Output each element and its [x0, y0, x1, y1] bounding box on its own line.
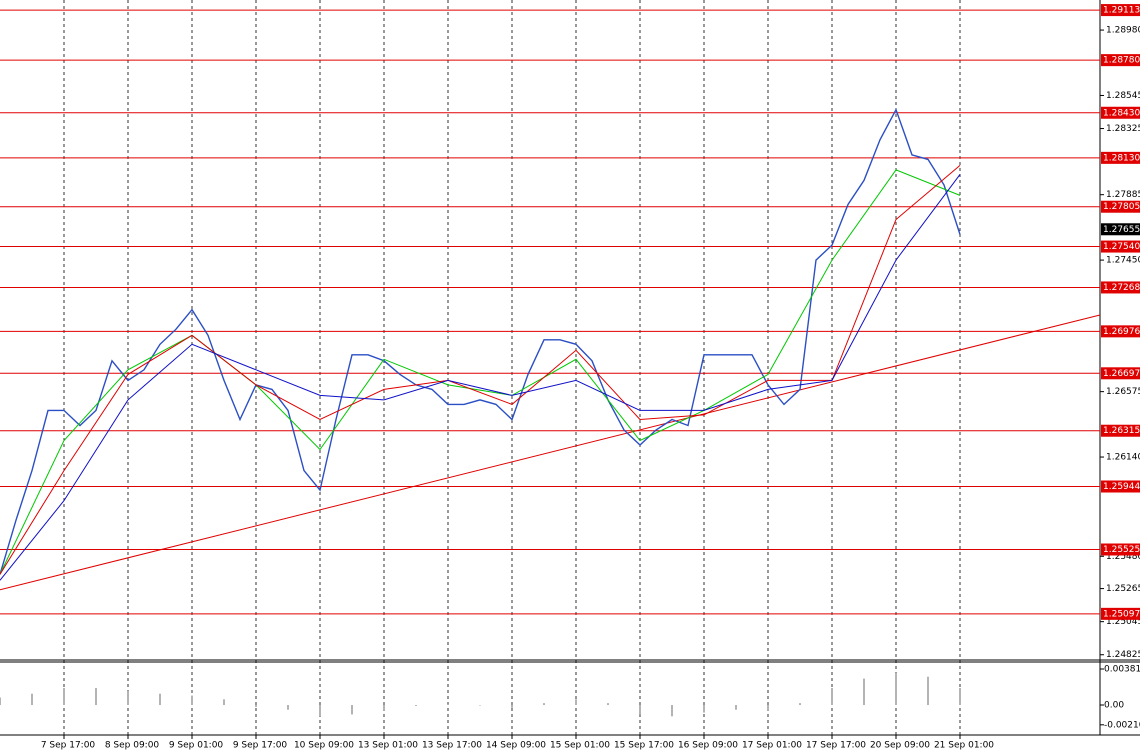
- oscillator-bar: [31, 693, 33, 706]
- y-tick-label: 1.25265: [1106, 584, 1140, 594]
- oscillator-bar: [127, 690, 129, 706]
- oscillator-bar: [543, 703, 545, 706]
- oscillator-bar: [319, 705, 321, 717]
- moving-average: [0, 169, 961, 575]
- oscillator-bar: [767, 705, 769, 711]
- x-tick-label: 15 Sep 01:00: [550, 741, 610, 751]
- last-price-label: 1.27655: [1103, 225, 1140, 235]
- oscillator-bar: [351, 705, 353, 715]
- x-tick-label: 17 Sep 01:00: [742, 741, 802, 751]
- y-tick-label: 1.26575: [1106, 387, 1140, 397]
- oscillator-bar: [639, 705, 641, 715]
- x-tick-label: 21 Sep 01:00: [934, 741, 994, 751]
- y-tick-label: 0.003818: [1104, 664, 1140, 674]
- x-tick-label: 14 Sep 09:00: [486, 741, 546, 751]
- oscillator-bar: [255, 705, 257, 707]
- y-tick-label: -0.00210: [1104, 720, 1140, 730]
- y-tick-label: 1.25045: [1106, 617, 1140, 627]
- x-tick-label: 10 Sep 09:00: [294, 741, 354, 751]
- oscillator-bar: [447, 704, 449, 706]
- level-label-box: [1101, 151, 1140, 164]
- oscillator-bar: [95, 688, 97, 706]
- oscillator-bar: [895, 672, 897, 706]
- oscillator-bar: [863, 678, 865, 706]
- x-tick-label: 9 Sep 01:00: [169, 741, 224, 751]
- oscillator-bar: [831, 688, 833, 706]
- x-tick-label: 13 Sep 01:00: [358, 741, 418, 751]
- level-label: 1.28130: [1103, 153, 1140, 163]
- oscillator-bar: [575, 699, 577, 706]
- x-tick-label: 9 Sep 17:00: [233, 741, 288, 751]
- x-tick-label: 7 Sep 17:00: [41, 741, 96, 751]
- oscillator-bar: [383, 705, 385, 711]
- level-label: 1.26315: [1103, 426, 1140, 436]
- oscillator-bar: [671, 705, 673, 717]
- oscillator-bar: [287, 705, 289, 710]
- y-tick-label: 1.28980: [1106, 26, 1140, 36]
- level-label: 1.27268: [1103, 283, 1140, 293]
- level-label-box: [1101, 4, 1140, 17]
- level-label: 1.25944: [1103, 482, 1140, 492]
- level-label: 1.25097: [1103, 609, 1140, 619]
- x-tick-label: 16 Sep 09:00: [678, 741, 738, 751]
- oscillator-bar: [511, 705, 513, 708]
- level-label-box: [1101, 200, 1140, 213]
- x-tick-label: 20 Sep 09:00: [870, 741, 930, 751]
- oscillator-bar: [223, 699, 225, 706]
- trend-line: [0, 314, 1101, 591]
- x-tick-label: 17 Sep 17:00: [806, 741, 866, 751]
- oscillator-bar: [479, 705, 481, 706]
- level-label-box: [1101, 543, 1140, 556]
- oscillator-bar: [415, 705, 417, 706]
- oscillator-bar: [959, 688, 961, 706]
- oscillator-bar: [799, 703, 801, 706]
- level-label-box: [1101, 325, 1140, 338]
- level-label: 1.25525: [1103, 545, 1140, 555]
- oscillator-bar: [159, 693, 161, 706]
- level-label: 1.26697: [1103, 369, 1140, 379]
- moving-average: [0, 174, 961, 581]
- y-tick-label: 0.00: [1104, 701, 1124, 711]
- level-label: 1.29113: [1103, 6, 1140, 16]
- oscillator-bar: [703, 705, 705, 713]
- level-label: 1.28430: [1103, 108, 1140, 118]
- level-label: 1.27540: [1103, 242, 1140, 252]
- y-tick-label: 1.25480: [1106, 552, 1140, 562]
- y-tick-label: 1.26140: [1106, 453, 1140, 463]
- level-label-box: [1101, 106, 1140, 119]
- y-tick-label: 1.28545: [1106, 91, 1140, 101]
- x-tick-label: 13 Sep 17:00: [422, 741, 482, 751]
- oscillator-bar: [607, 703, 609, 706]
- x-tick-label: 8 Sep 09:00: [105, 741, 160, 751]
- moving-average: [0, 165, 961, 575]
- last-price-box: [1101, 223, 1140, 236]
- oscillator-bar: [0, 697, 1, 706]
- oscillator-bar: [735, 705, 737, 710]
- x-tick-label: 15 Sep 17:00: [614, 741, 674, 751]
- level-label-box: [1101, 480, 1140, 493]
- y-tick-label: 1.24825: [1106, 650, 1140, 660]
- oscillator-bar: [927, 676, 929, 706]
- level-label: 1.28780: [1103, 56, 1140, 66]
- oscillator-bar: [63, 688, 65, 706]
- oscillator-bar: [191, 695, 193, 706]
- level-label-box: [1101, 367, 1140, 380]
- y-tick-label: 1.27885: [1106, 190, 1140, 200]
- level-label: 1.26976: [1103, 327, 1140, 337]
- level-label-box: [1101, 424, 1140, 437]
- level-label-box: [1101, 607, 1140, 620]
- y-tick-label: 1.28325: [1106, 124, 1140, 134]
- level-label-box: [1101, 281, 1140, 294]
- level-label-box: [1101, 240, 1140, 253]
- level-label: 1.27805: [1103, 202, 1140, 212]
- y-tick-label: 1.27450: [1106, 256, 1140, 266]
- price-line: [0, 107, 961, 575]
- level-label-box: [1101, 54, 1140, 67]
